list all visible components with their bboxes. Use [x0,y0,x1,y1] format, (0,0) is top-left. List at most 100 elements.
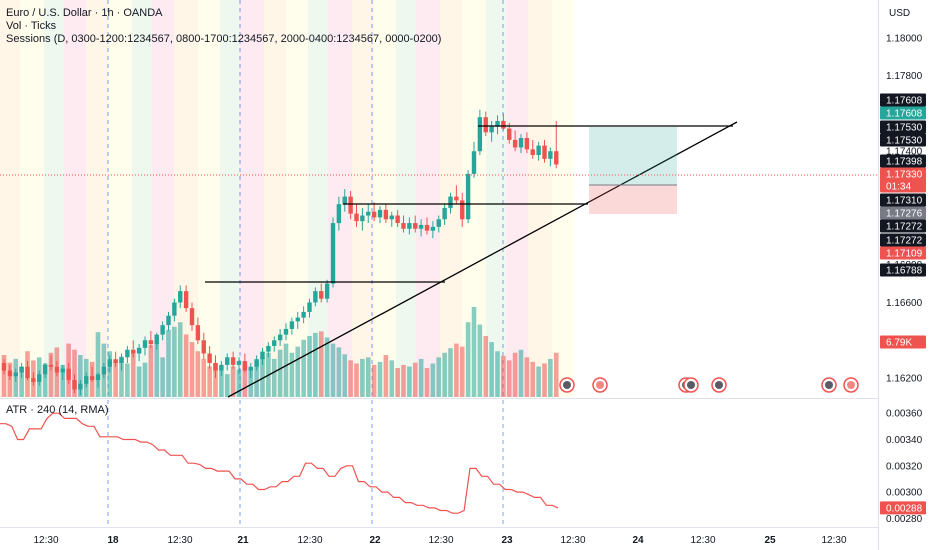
session-band [374,0,396,397]
volume-bar [442,352,447,397]
candle-body [1,362,7,371]
price-badge-label: 1.17109 [886,249,923,260]
session-band [396,0,416,397]
session-band [44,0,64,397]
candle-body [465,173,471,220]
price-badge-label: 1.17608 [886,109,923,120]
candle-body [225,357,230,365]
volume-bar [471,307,477,397]
volume-bar [342,354,348,397]
atr-badge-label: 0.00288 [886,503,923,514]
price-badge-label: 01:34 [886,182,911,193]
volume-bar [430,363,436,397]
volume-bar [360,358,365,397]
volume-bar [418,358,424,397]
atr-tick-label: 0.00320 [886,461,923,472]
volume-bar [313,332,318,397]
candle-body [360,215,365,222]
candle-body [37,374,42,382]
volume-bar [230,366,236,397]
candle-body [201,340,206,354]
candle-body [383,209,389,220]
currency-label[interactable]: USD [889,8,911,19]
candle-body [242,361,248,371]
price-tick-label: 1.16600 [886,298,923,309]
atr-tick-label: 0.00280 [886,514,923,525]
volume-bar [42,363,48,397]
position-target-zone [589,127,677,185]
volume-bar [324,337,330,397]
volume-bar [501,355,506,397]
volume-bar [301,339,306,397]
atr-tick-label: 0.00360 [886,409,923,420]
volume-bar [295,346,301,397]
volume-bar [377,361,383,397]
time-axis: 12:30 18 12:30 21 12:30 22 12:30 23 12:30 24 12:30… [33,535,846,546]
candle-body [442,207,447,220]
candle-body [19,366,24,373]
volume-bar [524,357,530,397]
session-band [552,0,574,397]
candle-body [454,196,459,201]
candle-body [236,361,242,365]
volume-bar [248,368,254,397]
candle-body [366,211,371,216]
volume-bar [477,324,483,397]
volume-bar [365,357,371,397]
volume-bar [506,360,512,397]
volume-bar [224,374,230,397]
session-band [416,0,440,397]
sessions-indicator-label[interactable]: Sessions (D, 0300-1200:1234567, 0800-170… [6,33,442,45]
volume-bar [183,334,189,397]
volume-bar [154,341,160,397]
time-tick-label: 12:30 [297,535,322,546]
candle-body [154,334,159,345]
time-tick-label: 12:30 [821,535,846,546]
candle-body [260,351,265,360]
event-markers [559,377,859,393]
volume-bar [254,361,259,397]
candle-body [254,359,259,367]
volume-bar [130,352,136,397]
candle-body [501,120,506,129]
atr-indicator-label[interactable]: ATR · 240 (14, RMA) [6,404,109,416]
volume-bar [459,346,465,397]
candle-body [530,149,535,156]
session-band [528,0,552,397]
price-badge [880,263,926,277]
time-tick-label: 12:30 [33,535,58,546]
candle-body [31,378,36,382]
candle-body [542,145,547,159]
time-tick-label: 22 [369,535,381,546]
volume-bar [189,342,195,397]
candle-body [119,357,124,363]
volume-bar [172,326,177,397]
candle-body [448,196,453,208]
candle-body [354,213,359,222]
volume-bars [1,307,559,397]
candle-body [25,366,30,379]
candle-body [195,325,201,341]
volume-bar [389,360,395,397]
volume-bar [354,363,359,397]
volume-indicator-label[interactable]: Vol · Ticks [6,20,57,32]
candle-body [407,223,412,229]
volume-bar [348,360,353,397]
volume-bar [518,349,524,397]
volume-bar [60,364,66,397]
symbol-title[interactable]: Euro / U.S. Dollar · 1h · OANDA [6,7,163,19]
volume-bar [107,351,113,397]
candle-body [495,120,500,127]
volume-bar [454,343,459,397]
session-band [64,0,86,397]
time-tick-label: 25 [764,535,776,546]
volume-bar [495,351,500,397]
candles [1,109,559,396]
price-badge [880,120,926,134]
session-band [486,0,506,397]
volume-bar [48,352,54,397]
candle-body [507,128,512,140]
volume-bar [283,343,289,397]
candle-body [266,345,271,352]
